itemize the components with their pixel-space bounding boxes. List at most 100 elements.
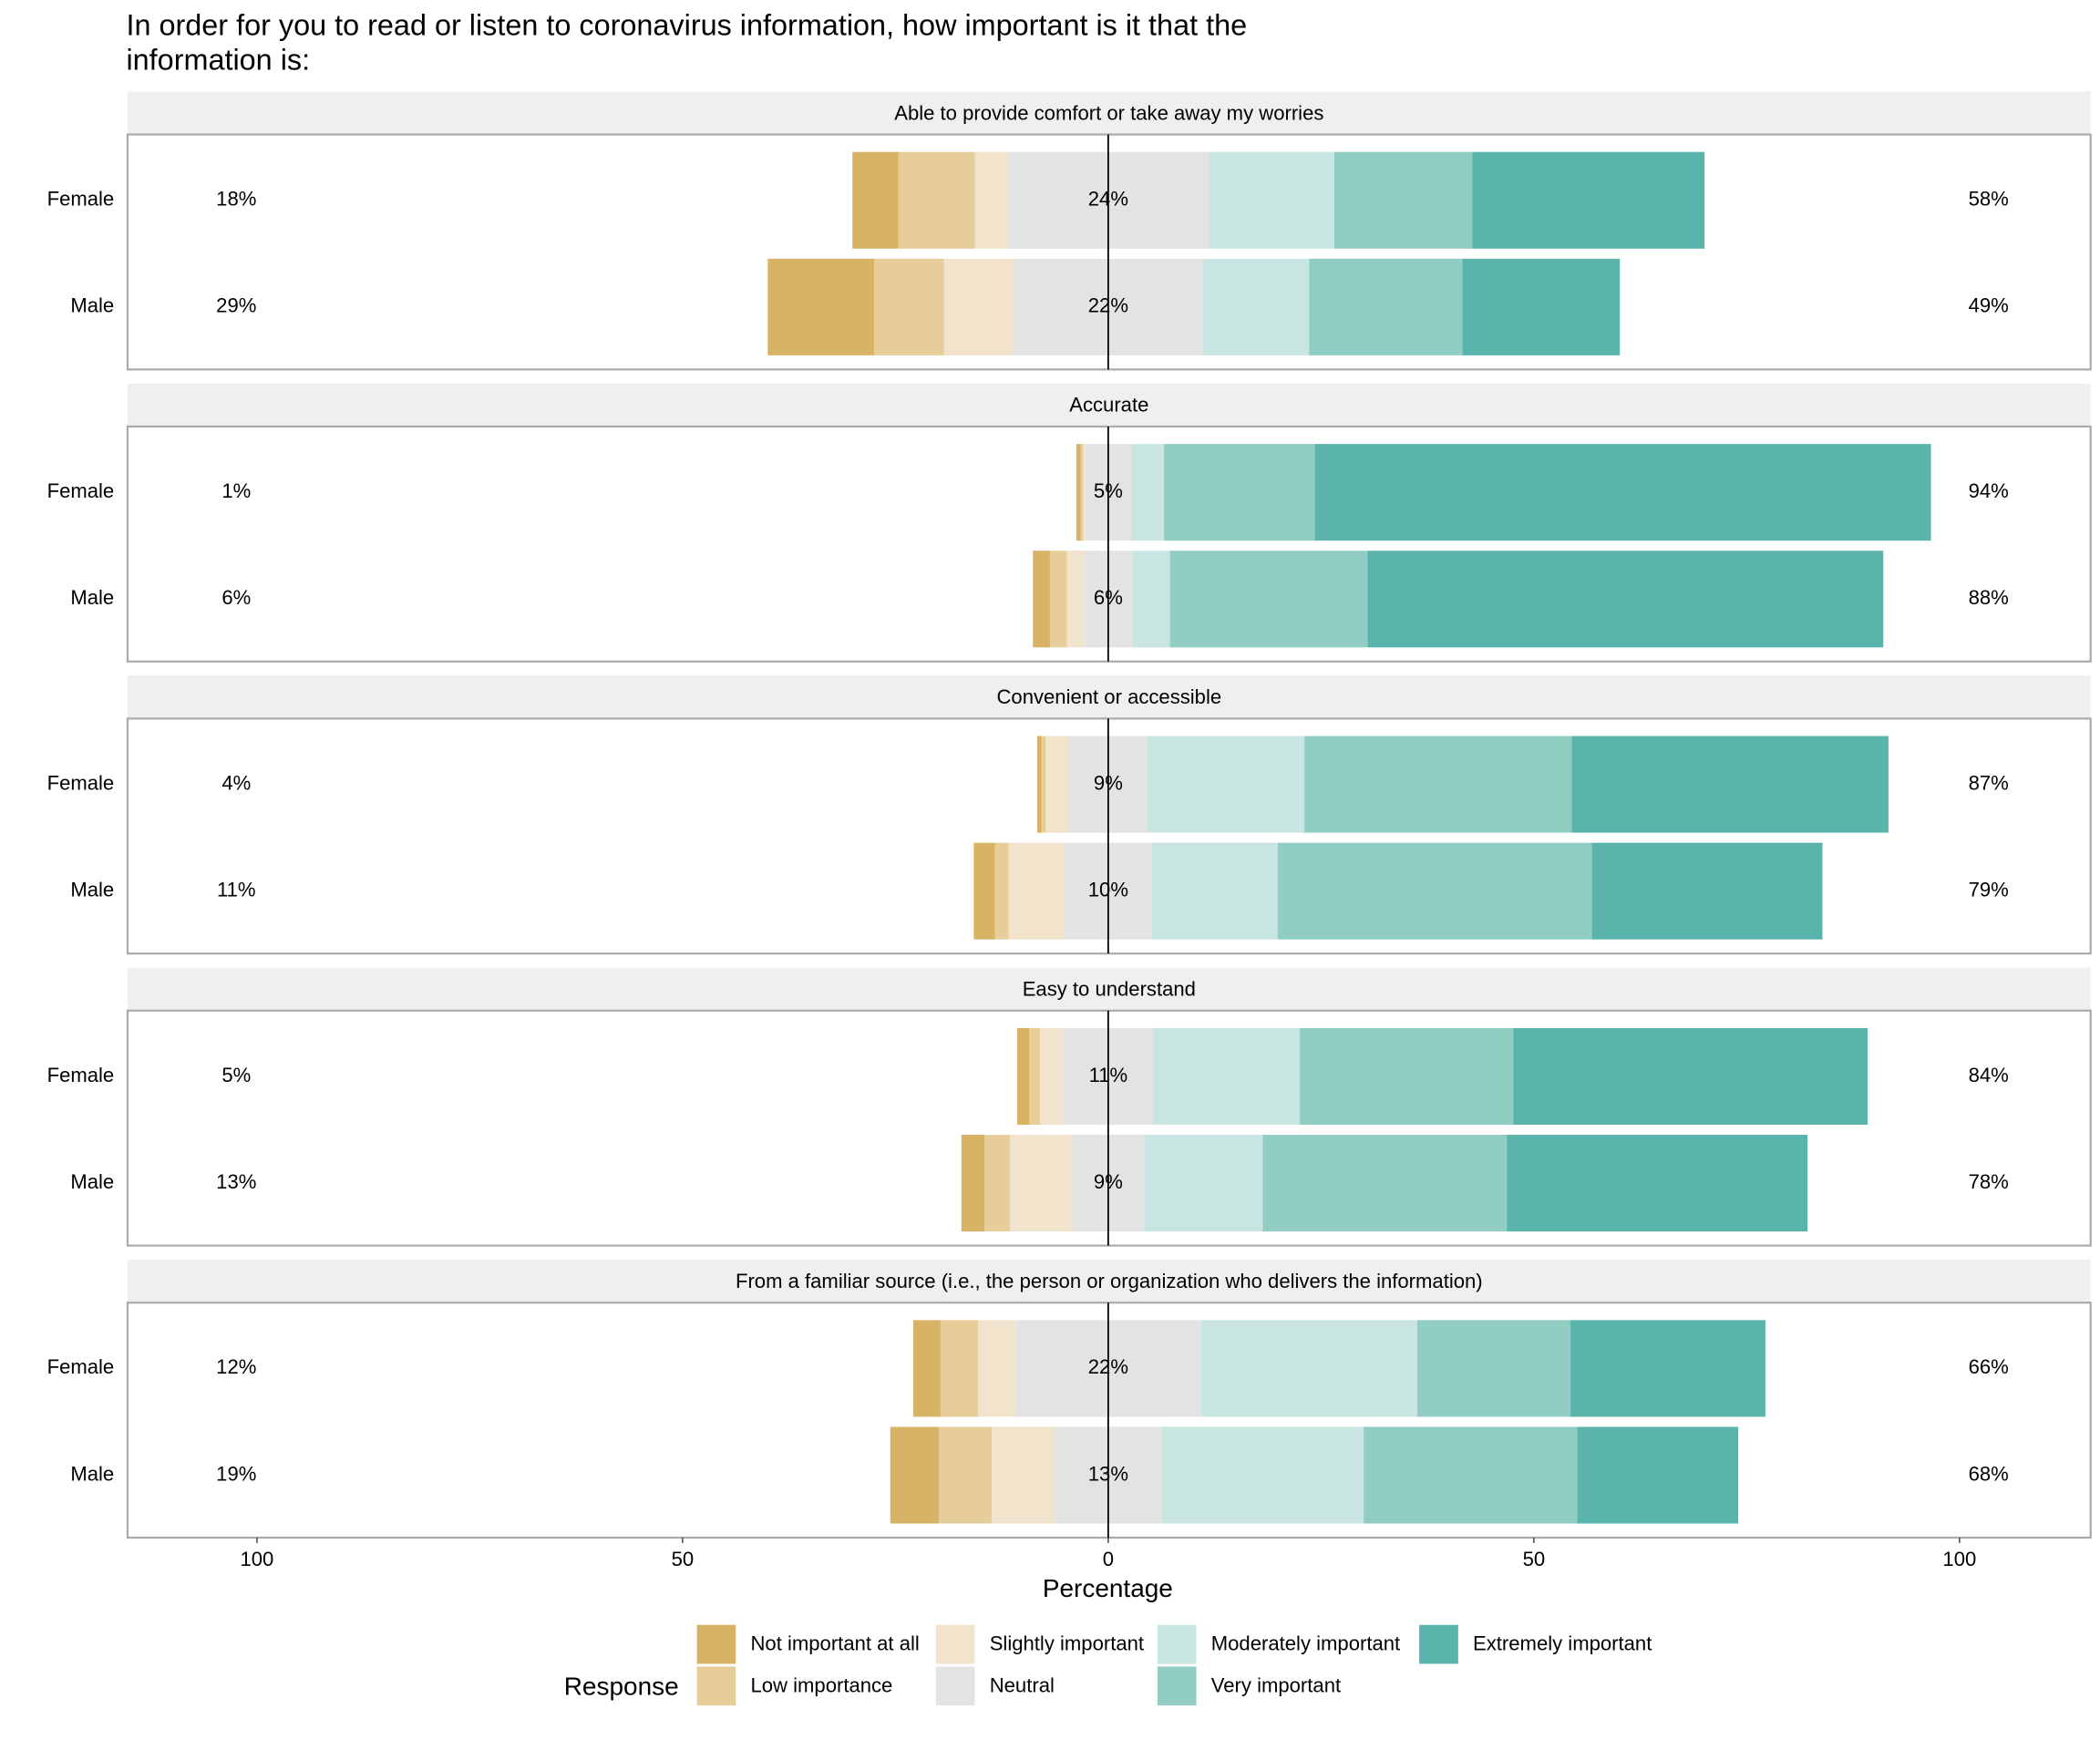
bar-segment [1277,842,1592,940]
bar-segment [1513,1027,1868,1126]
bar-segment [1262,1135,1508,1232]
bar-segment [913,1320,941,1417]
category-label: Female [47,1064,115,1086]
legend-label: Slightly important [990,1632,1144,1655]
bar-segment [1016,1027,1030,1126]
facet-strip [127,1260,2091,1303]
legend-key [1419,1624,1458,1664]
bar-segment [977,1320,1016,1417]
panel [126,1302,2092,1539]
bar-segment [1164,444,1315,541]
x-tick-label: 0 [1103,1548,1114,1570]
low-total-label: 11% [217,879,256,901]
panel [126,1009,2092,1247]
facet-strip [127,91,2091,135]
bar-segment [1036,736,1042,833]
high-total-label: 68% [1969,1462,2009,1485]
category-label: Male [70,1462,114,1485]
bar-segment [940,1320,978,1417]
low-total-label: 13% [216,1170,256,1193]
legend-label: Very important [1211,1673,1341,1696]
bar-segment [1153,1027,1301,1126]
bar-segment [1367,551,1884,648]
bar-segment [1462,258,1621,355]
bar-segment [939,1426,992,1524]
bar-segment [1202,258,1310,355]
bar-segment [1147,736,1305,833]
facet-title: Convenient or accessible [996,685,1221,708]
chart-title: In order for you to read or listen to co… [126,8,1247,41]
bar-segment [1045,736,1070,833]
bar-segment [1304,736,1572,833]
category-label: Female [47,1355,115,1378]
bar-segment [1577,1426,1739,1524]
facet-strip [127,967,2091,1011]
bar-segment [1591,842,1823,940]
legend-title: Response [564,1672,679,1700]
legend-label: Not important at all [750,1632,919,1655]
bar-segment [991,1426,1055,1524]
category-label: Male [70,1170,114,1193]
bar-segment [1507,1135,1808,1232]
facet-title: Accurate [1069,394,1148,417]
bar-segment [1040,1027,1064,1126]
low-total-label: 12% [216,1355,256,1378]
high-total-label: 84% [1969,1064,2009,1086]
low-total-label: 19% [216,1462,256,1485]
legend-label: Low importance [750,1673,892,1696]
category-label: Female [47,479,115,502]
legend-key [1157,1624,1197,1664]
category-label: Male [70,879,114,901]
bar-segment [1066,551,1085,648]
bar-segment [1300,1027,1514,1126]
high-total-label: 88% [1969,586,2009,609]
legend-label: Moderately important [1211,1632,1400,1655]
legend-label: Extremely important [1473,1632,1652,1655]
bar-segment [994,842,1009,940]
panel [126,717,2092,955]
facet-title: Easy to understand [1023,978,1196,1001]
high-total-label: 49% [1969,294,2009,317]
low-total-label: 18% [216,188,256,211]
bar-segment [1132,551,1170,648]
bar-segment [1144,1135,1263,1232]
bar-segment [767,258,875,355]
bar-segment [974,151,1008,249]
bar-segment [1083,444,1086,541]
facet-strip [127,383,2091,427]
legend-key [935,1666,975,1706]
bar-segment [1151,842,1278,940]
bar-segment [1029,1027,1041,1126]
bar-segment [1571,736,1889,833]
bar-segment [874,258,944,355]
bar-segment [1010,1135,1073,1232]
low-total-label: 6% [221,586,251,609]
category-label: Male [70,586,114,609]
low-total-label: 4% [221,771,251,794]
bar-segment [943,258,1014,355]
x-tick-label: 100 [1942,1548,1976,1570]
bar-segment [1570,1320,1765,1417]
x-axis-label: Percentage [1043,1574,1173,1602]
facet-strip [127,675,2091,719]
legend-label: Neutral [990,1673,1055,1696]
legend-key [935,1624,975,1664]
panel [126,133,2092,371]
category-label: Female [47,771,115,794]
bar-segment [1314,444,1931,541]
bar-segment [1041,736,1046,833]
bar-segment [1416,1320,1571,1417]
legend-key [696,1624,736,1664]
bar-segment [898,151,975,249]
bar-segment [973,842,995,940]
x-tick-label: 50 [1523,1548,1546,1570]
bar-segment [1309,258,1463,355]
high-total-label: 66% [1969,1355,2009,1378]
facet-title: From a familiar source (i.e., the person… [736,1270,1483,1292]
bar-segment [890,1426,940,1524]
low-total-label: 1% [221,479,251,502]
bar-segment [1161,1426,1364,1524]
bar-segment [961,1135,984,1232]
